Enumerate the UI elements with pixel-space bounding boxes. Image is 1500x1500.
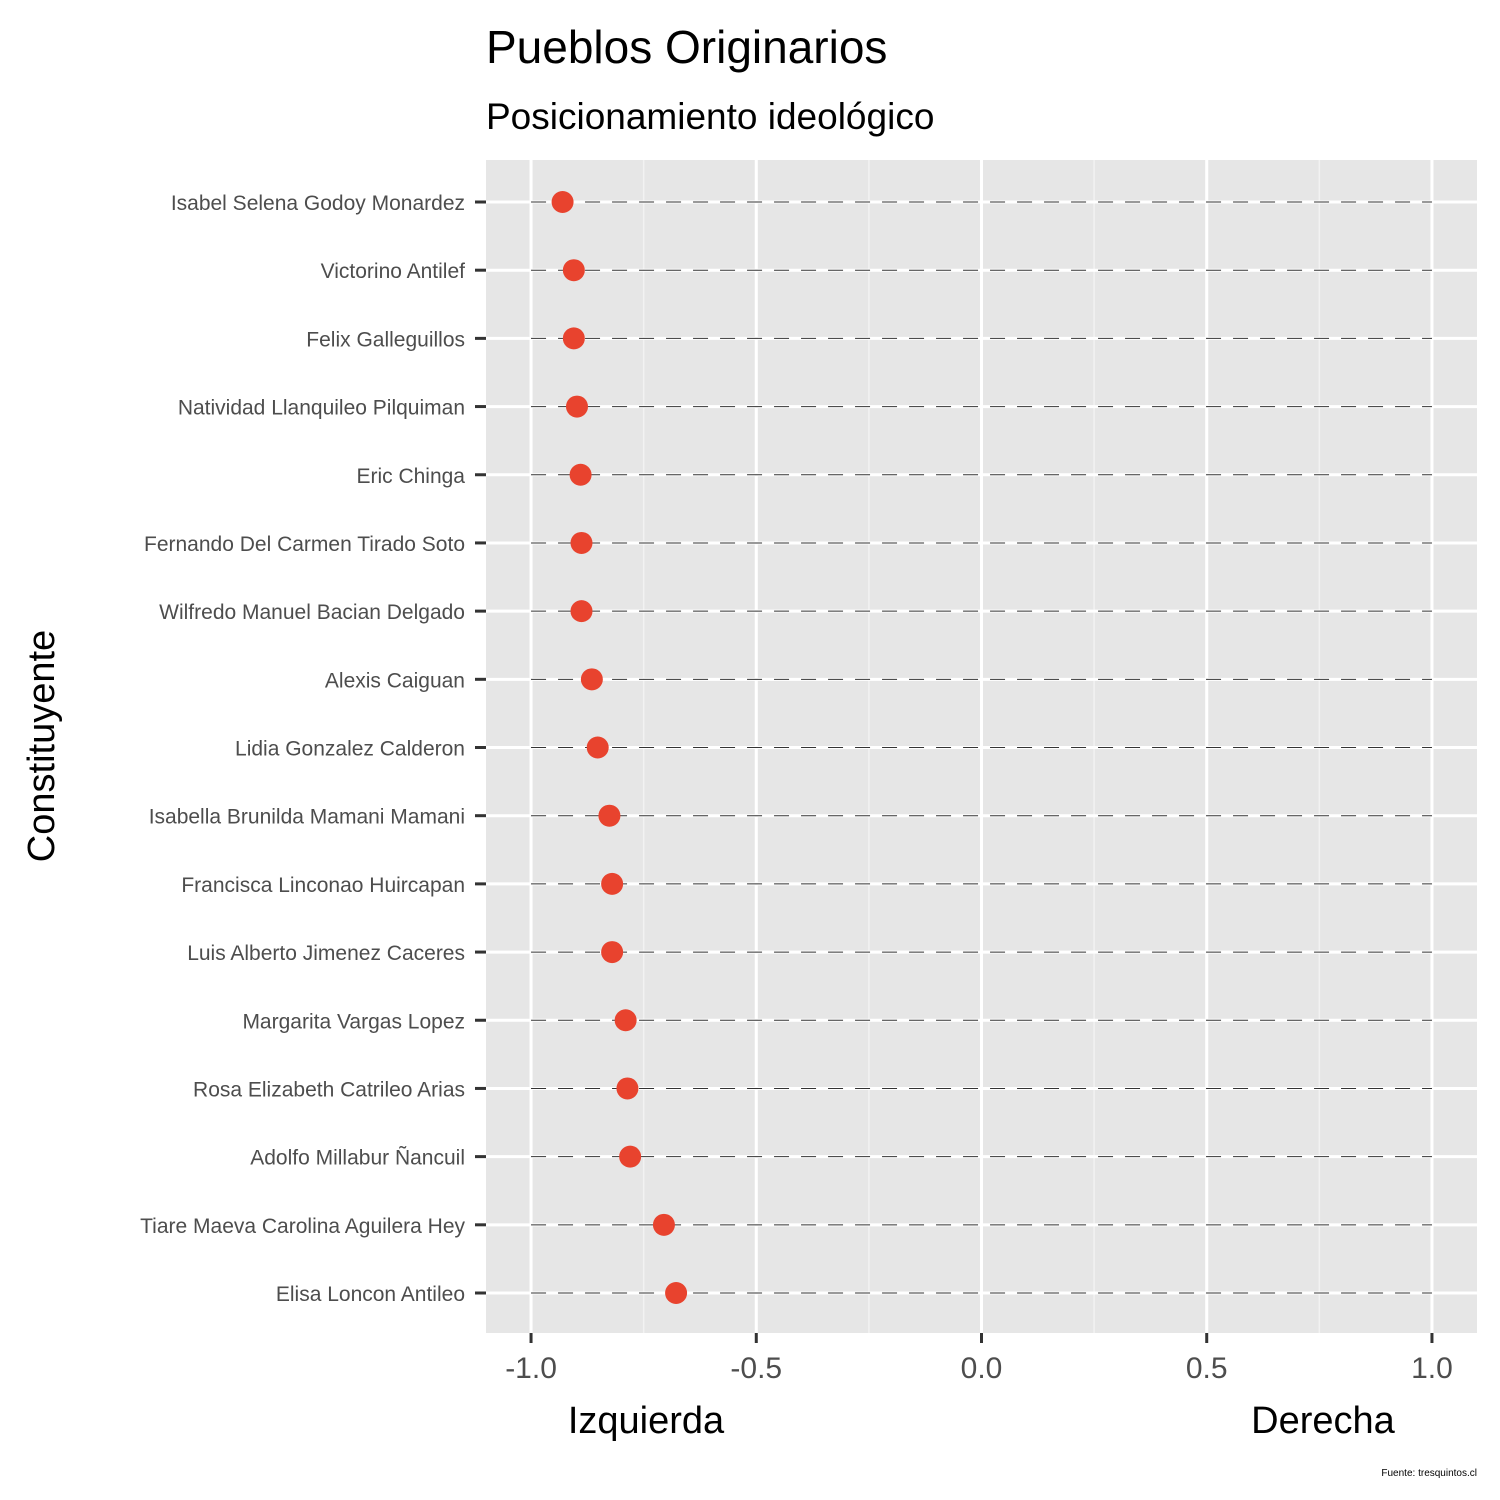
data-point <box>601 872 624 895</box>
y-axis: Isabel Selena Godoy Monardez Victorino An… <box>140 192 486 1306</box>
x-tick-label: -0.5 <box>730 1352 782 1385</box>
data-point <box>616 1077 639 1100</box>
data-point <box>598 804 621 827</box>
data-point <box>562 259 585 282</box>
y-tick-label: Eric Chinga <box>356 465 465 488</box>
x-axis: -1.0 -0.5 0.0 0.5 1.0 <box>505 1333 1453 1385</box>
y-tick-label: Lidia Gonzalez Calderon <box>235 738 465 761</box>
y-tick-label: Luis Alberto Jimenez Caceres <box>187 942 465 965</box>
y-tick-label: Wilfredo Manuel Bacian Delgado <box>159 601 465 624</box>
chart-title: Pueblos Originarios <box>486 21 887 73</box>
x-tick-label: 1.0 <box>1411 1352 1453 1385</box>
data-point <box>619 1145 642 1168</box>
data-points <box>551 191 688 1304</box>
y-tick-label: Fernando Del Carmen Tirado Soto <box>144 533 465 556</box>
x-right-label: Derecha <box>1251 1400 1395 1442</box>
y-tick-label: Isabella Brunilda Mamani Mamani <box>149 806 465 829</box>
data-point <box>551 191 574 213</box>
data-point <box>586 736 609 759</box>
y-tick-label: Rosa Elizabeth Catrileo Arias <box>193 1078 465 1101</box>
data-point <box>652 1213 675 1236</box>
y-tick-label: Francisca Linconao Huircapan <box>181 874 465 897</box>
data-point <box>565 395 588 418</box>
y-tick-label: Tiare Maeva Carolina Aguilera Hey <box>140 1215 465 1238</box>
data-point <box>601 941 624 964</box>
data-point <box>570 531 593 554</box>
grid-lines <box>486 160 1477 1333</box>
y-axis-title: Constituyente <box>21 630 63 862</box>
y-tick-label: Natividad Llanquileo Pilquiman <box>178 397 465 420</box>
y-tick-label: Felix Galleguillos <box>306 328 465 351</box>
y-tick-label: Alexis Caiguan <box>325 669 465 692</box>
y-tick-label: Victorino Antilef <box>321 260 466 283</box>
chart-subtitle: Posicionamiento ideológico <box>486 96 934 137</box>
y-tick-label: Adolfo Millabur Ñancuil <box>250 1146 465 1170</box>
data-point <box>580 668 603 691</box>
y-tick-label: Isabel Selena Godoy Monardez <box>171 192 465 215</box>
data-point <box>614 1009 637 1032</box>
x-tick-label: -1.0 <box>505 1352 557 1385</box>
y-tick-label: Margarita Vargas Lopez <box>242 1010 465 1033</box>
x-tick-label: 0.5 <box>1186 1352 1228 1385</box>
data-point <box>665 1282 688 1304</box>
x-tick-label: 0.0 <box>961 1352 1003 1385</box>
data-point <box>569 463 592 486</box>
data-point <box>562 327 585 350</box>
data-point <box>570 600 593 623</box>
source-caption: Fuente: tresquintos.cl <box>1381 1468 1477 1479</box>
x-left-label: Izquierda <box>568 1400 725 1442</box>
y-tick-label: Elisa Loncon Antileo <box>276 1283 465 1306</box>
